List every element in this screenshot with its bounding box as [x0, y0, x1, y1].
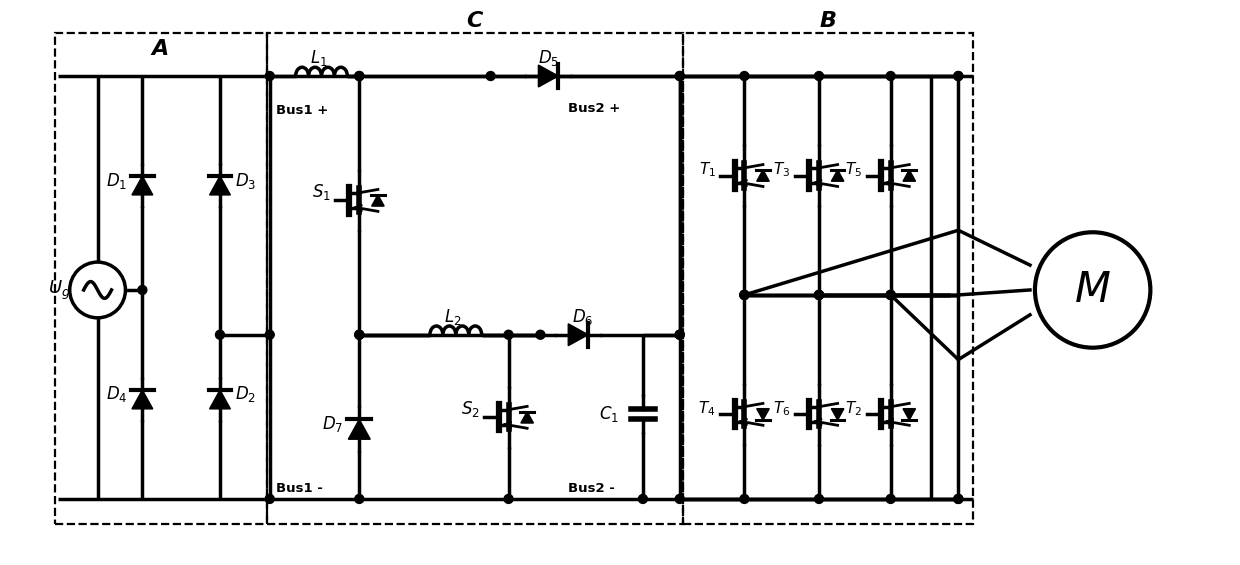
Text: $D_2$: $D_2$	[236, 384, 257, 405]
Circle shape	[887, 72, 895, 80]
Text: $D_7$: $D_7$	[321, 414, 343, 434]
Text: $L_2$: $L_2$	[444, 307, 461, 327]
Text: Bus1 -: Bus1 -	[275, 483, 322, 496]
Circle shape	[265, 331, 274, 339]
Circle shape	[676, 494, 684, 503]
Circle shape	[355, 331, 363, 339]
Polygon shape	[372, 195, 384, 206]
Circle shape	[740, 72, 749, 80]
Text: $T_5$: $T_5$	[844, 160, 862, 179]
Circle shape	[639, 494, 647, 503]
Text: $S_1$: $S_1$	[312, 182, 331, 202]
Circle shape	[505, 494, 513, 503]
Circle shape	[887, 290, 895, 299]
Polygon shape	[831, 170, 844, 181]
Circle shape	[536, 331, 544, 339]
Circle shape	[676, 331, 684, 339]
Text: A: A	[151, 39, 169, 59]
Circle shape	[815, 290, 823, 299]
Text: $T_6$: $T_6$	[773, 399, 791, 418]
Circle shape	[815, 290, 823, 299]
Circle shape	[486, 72, 495, 80]
Polygon shape	[210, 176, 231, 195]
Bar	[55, 33, 267, 524]
Text: $L_1$: $L_1$	[310, 48, 327, 68]
Circle shape	[815, 72, 823, 80]
Circle shape	[676, 331, 684, 339]
Circle shape	[887, 494, 895, 503]
Circle shape	[954, 494, 962, 503]
Text: Bus2 -: Bus2 -	[568, 483, 615, 496]
Text: $D_3$: $D_3$	[236, 171, 257, 190]
Circle shape	[887, 290, 895, 299]
Polygon shape	[568, 324, 588, 346]
Polygon shape	[131, 390, 153, 409]
Circle shape	[265, 494, 274, 503]
Circle shape	[265, 72, 274, 80]
Text: $C_1$: $C_1$	[599, 405, 619, 424]
Circle shape	[740, 494, 749, 503]
Text: $D_6$: $D_6$	[573, 307, 594, 327]
Polygon shape	[348, 419, 371, 439]
Circle shape	[676, 72, 684, 80]
Circle shape	[954, 72, 962, 80]
Circle shape	[355, 72, 363, 80]
Circle shape	[954, 72, 962, 80]
Polygon shape	[521, 412, 533, 423]
Circle shape	[138, 285, 146, 294]
Text: Bus2 +: Bus2 +	[568, 102, 620, 115]
Circle shape	[954, 494, 962, 503]
Polygon shape	[210, 390, 231, 409]
Circle shape	[355, 331, 363, 339]
Polygon shape	[538, 65, 558, 87]
Circle shape	[355, 494, 363, 503]
Circle shape	[815, 494, 823, 503]
Bar	[683, 33, 973, 524]
Circle shape	[740, 290, 749, 299]
Text: $U_g$: $U_g$	[48, 279, 71, 302]
Circle shape	[355, 72, 363, 80]
Text: $T_4$: $T_4$	[698, 399, 715, 418]
Circle shape	[815, 290, 823, 299]
Text: Bus1 +: Bus1 +	[275, 105, 327, 118]
Text: $D_1$: $D_1$	[105, 171, 126, 190]
Polygon shape	[903, 408, 915, 420]
Text: $D_4$: $D_4$	[105, 384, 128, 405]
Polygon shape	[756, 408, 769, 420]
Text: $D_5$: $D_5$	[538, 48, 559, 68]
Polygon shape	[831, 408, 844, 420]
Circle shape	[676, 72, 684, 80]
Text: $S_2$: $S_2$	[461, 399, 480, 419]
Text: $T_1$: $T_1$	[698, 160, 715, 179]
Polygon shape	[903, 170, 915, 181]
Text: C: C	[466, 11, 482, 31]
Polygon shape	[756, 170, 769, 181]
Text: $M$: $M$	[1074, 269, 1111, 311]
Circle shape	[216, 331, 224, 339]
Text: $T_2$: $T_2$	[844, 399, 862, 418]
Circle shape	[740, 290, 749, 299]
Polygon shape	[131, 176, 153, 195]
Bar	[267, 33, 683, 524]
Text: $T_3$: $T_3$	[774, 160, 790, 179]
Text: B: B	[820, 11, 837, 31]
Circle shape	[887, 290, 895, 299]
Circle shape	[505, 331, 513, 339]
Circle shape	[740, 290, 749, 299]
